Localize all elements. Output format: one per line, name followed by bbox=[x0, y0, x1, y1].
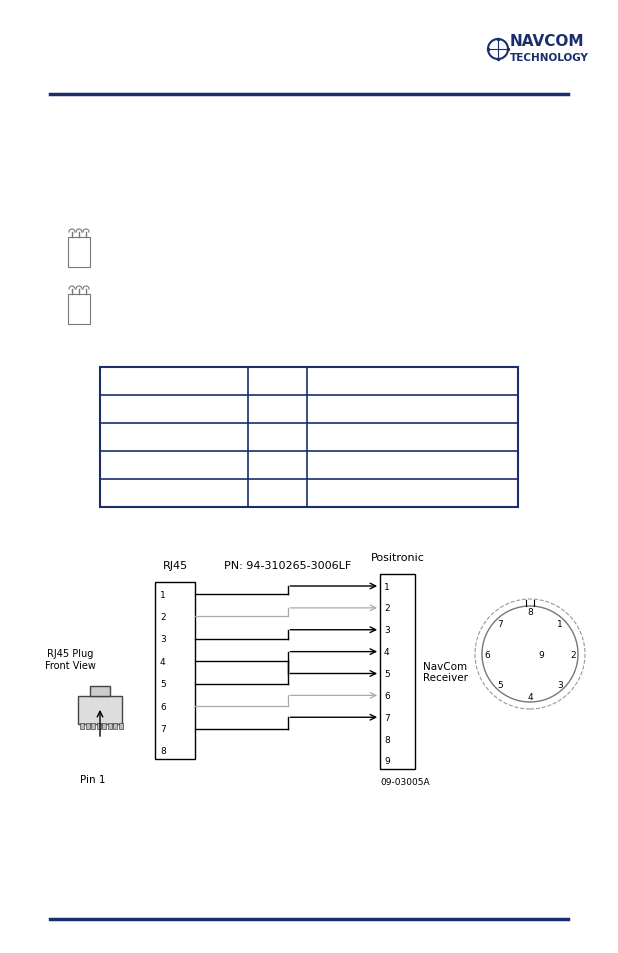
Text: 5: 5 bbox=[160, 679, 166, 688]
Text: 6: 6 bbox=[384, 691, 390, 700]
Bar bbox=[108, 723, 111, 729]
Bar bbox=[113, 723, 117, 729]
Text: 7: 7 bbox=[497, 619, 502, 629]
Bar bbox=[90, 686, 110, 697]
Bar bbox=[100, 368, 518, 507]
Bar bbox=[68, 237, 90, 268]
Text: RJ45: RJ45 bbox=[163, 560, 187, 571]
Circle shape bbox=[546, 670, 555, 679]
Bar bbox=[85, 723, 90, 729]
Text: 9: 9 bbox=[538, 650, 544, 659]
Text: 7: 7 bbox=[160, 724, 166, 733]
Text: 1: 1 bbox=[557, 619, 563, 629]
Circle shape bbox=[554, 650, 563, 659]
Text: RJ45 Plug
Front View: RJ45 Plug Front View bbox=[44, 649, 95, 670]
Text: NAVCOM: NAVCOM bbox=[510, 34, 585, 50]
Text: 2: 2 bbox=[384, 604, 389, 613]
Bar bbox=[96, 723, 101, 729]
Text: 2: 2 bbox=[160, 612, 166, 621]
Text: NavCom
Receiver: NavCom Receiver bbox=[423, 661, 468, 682]
Text: 8: 8 bbox=[384, 735, 390, 744]
Text: 7: 7 bbox=[384, 713, 390, 722]
Text: 3: 3 bbox=[384, 625, 390, 635]
Text: 4: 4 bbox=[384, 647, 389, 657]
Circle shape bbox=[546, 630, 555, 639]
Circle shape bbox=[525, 621, 535, 630]
Bar bbox=[155, 582, 195, 760]
Text: 09-03005A: 09-03005A bbox=[380, 778, 430, 786]
Bar bbox=[102, 723, 106, 729]
Text: 6: 6 bbox=[485, 650, 490, 659]
Text: 4: 4 bbox=[527, 693, 533, 701]
Circle shape bbox=[497, 650, 506, 659]
Text: 1: 1 bbox=[384, 582, 390, 591]
Circle shape bbox=[505, 670, 514, 679]
Text: 5: 5 bbox=[497, 680, 502, 689]
Bar bbox=[68, 294, 90, 325]
Bar bbox=[119, 723, 122, 729]
Circle shape bbox=[525, 650, 535, 659]
Text: PN: 94-310265-3006LF: PN: 94-310265-3006LF bbox=[224, 560, 351, 571]
Text: 4: 4 bbox=[160, 658, 166, 666]
Text: 3: 3 bbox=[557, 680, 563, 689]
Text: TECHNOLOGY: TECHNOLOGY bbox=[510, 53, 589, 63]
Bar bbox=[380, 575, 415, 769]
Text: 2: 2 bbox=[570, 650, 575, 659]
Text: Positronic: Positronic bbox=[371, 553, 425, 562]
Text: Pin 1: Pin 1 bbox=[80, 774, 106, 784]
Text: 5: 5 bbox=[384, 669, 390, 679]
Text: 3: 3 bbox=[160, 635, 166, 643]
Text: 6: 6 bbox=[160, 702, 166, 711]
Text: 9: 9 bbox=[384, 757, 390, 765]
Text: 1: 1 bbox=[160, 590, 166, 598]
Bar bbox=[91, 723, 95, 729]
Bar bbox=[80, 723, 84, 729]
Circle shape bbox=[525, 679, 535, 687]
Circle shape bbox=[505, 630, 514, 639]
Bar bbox=[78, 697, 122, 724]
Text: 8: 8 bbox=[160, 747, 166, 756]
Text: 8: 8 bbox=[527, 607, 533, 616]
